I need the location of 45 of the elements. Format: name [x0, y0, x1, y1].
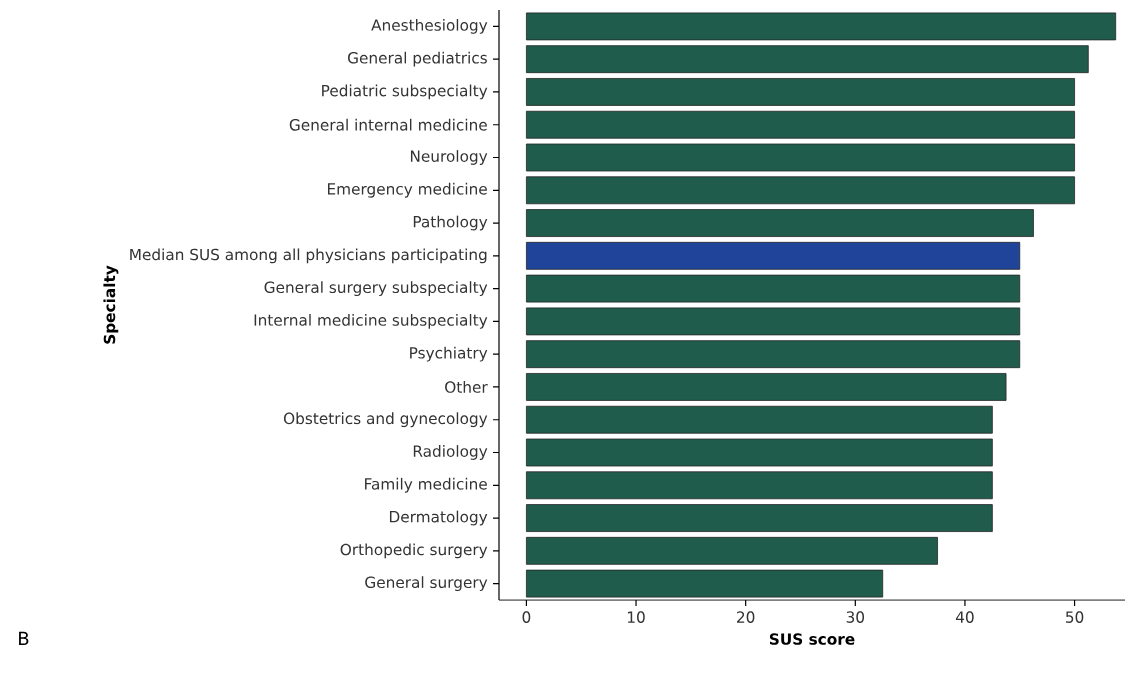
y-tick-label: Neurology	[410, 150, 488, 165]
bar	[526, 373, 1007, 401]
y-tick-label: Family medicine	[365, 477, 487, 493]
y-tick-label: Other	[445, 381, 488, 393]
y-tick-label: Pediatric subspecialty	[322, 84, 488, 100]
x-axis-title: SUS score	[769, 633, 855, 645]
y-tick-label: General internal medicine	[289, 118, 487, 131]
y-tick-label: Anesthesiology	[371, 18, 488, 34]
bar	[526, 307, 1021, 336]
bar	[526, 176, 1075, 205]
y-tick-label: Pathology	[413, 215, 488, 231]
y-tick-label: Internal medicine subspecialty	[254, 313, 488, 329]
bar	[526, 143, 1075, 172]
bar	[526, 569, 884, 598]
y-tick-label: Orthopedic surgery	[340, 543, 488, 559]
y-tick-label: Psychiatry	[410, 346, 488, 362]
y-tick-label: General surgery subspecialty	[264, 281, 488, 297]
bar	[526, 340, 1021, 369]
y-tick-label: Obstetrics and gynecology	[283, 412, 488, 428]
y-tick-label: General pediatrics	[348, 51, 487, 67]
y-tick-label: Median SUS among all physicians participating	[130, 248, 487, 264]
x-tick-label: 0	[522, 611, 531, 623]
bar	[526, 504, 993, 532]
bar	[526, 438, 993, 467]
y-tick-label: General surgery	[365, 576, 488, 592]
bar	[526, 45, 1089, 74]
y-tick-label: Radiology	[413, 445, 488, 460]
x-tick-label: 10	[627, 611, 645, 623]
bar	[526, 78, 1075, 106]
bar	[526, 241, 1021, 270]
x-tick-label: 50	[1066, 611, 1084, 623]
text: B	[19, 631, 29, 645]
bar	[526, 12, 1117, 41]
y-tick-label: Emergency medicine	[327, 182, 487, 198]
x-tick-label: 30	[846, 611, 865, 623]
bar	[526, 209, 1034, 237]
x-tick-label: 40	[955, 611, 974, 623]
y-tick-label: Dermatology	[389, 510, 488, 526]
bar	[526, 536, 938, 565]
y-axis-title: Specialty	[103, 265, 119, 344]
bar	[526, 405, 993, 434]
bar	[526, 110, 1075, 139]
x-tick-label: 20	[737, 611, 755, 623]
bar	[526, 274, 1021, 303]
bar	[526, 471, 993, 500]
